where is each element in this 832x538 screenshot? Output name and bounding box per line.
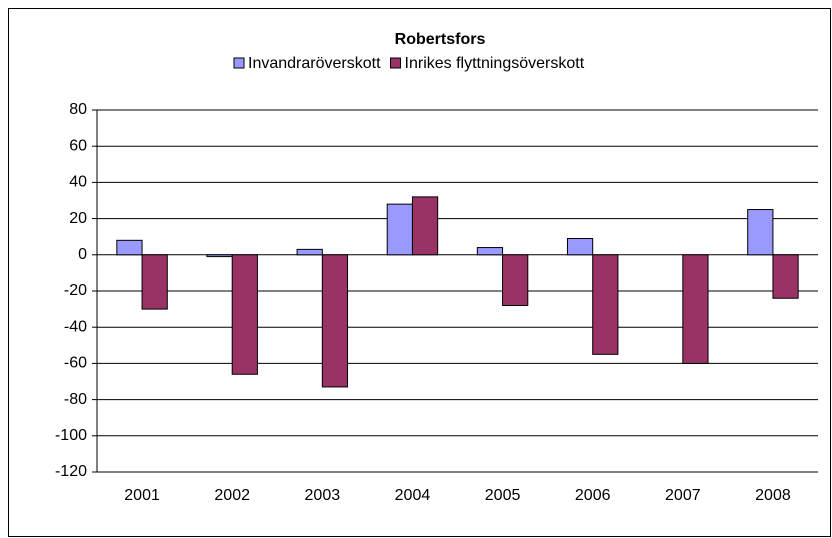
bar [141, 254, 168, 310]
bar [747, 209, 774, 256]
y-tick-label: -120 [55, 463, 87, 480]
bar [566, 238, 594, 256]
y-tick-label: -20 [64, 282, 87, 299]
y-tick-label: 0 [78, 246, 87, 263]
bar [411, 196, 439, 256]
y-tick-label: -100 [55, 427, 87, 444]
x-tick-label: 2004 [395, 487, 431, 504]
legend-swatch [390, 57, 402, 69]
x-tick-label: 2006 [575, 487, 611, 504]
bar [772, 254, 799, 299]
y-tick-label: -80 [64, 391, 87, 408]
legend-swatch [233, 57, 245, 69]
bar [592, 254, 619, 355]
x-tick-label: 2002 [214, 487, 250, 504]
y-tick-label: -40 [64, 318, 87, 335]
bar [476, 247, 504, 256]
y-tick-label: 80 [69, 101, 87, 118]
bar [386, 203, 413, 256]
y-tick-label: 40 [69, 174, 87, 191]
chart-title: Robertsfors [395, 31, 486, 48]
x-tick-label: 2005 [485, 487, 521, 504]
legend-label: Inrikes flyttningsöverskott [405, 55, 585, 72]
bar [296, 248, 323, 256]
legend-label: Invandraröverskott [248, 55, 381, 72]
bar [116, 239, 143, 256]
bar [502, 254, 529, 306]
bar [682, 254, 709, 364]
bar [231, 254, 258, 375]
y-tick-label: 20 [69, 210, 87, 227]
x-tick-label: 2008 [755, 487, 791, 504]
y-tick-label: -60 [64, 355, 87, 372]
x-tick-label: 2007 [665, 487, 701, 504]
x-tick-label: 2001 [124, 487, 160, 504]
x-tick-label: 2003 [305, 487, 341, 504]
y-tick-label: 60 [69, 137, 87, 154]
bar [321, 254, 349, 388]
bar [206, 254, 233, 258]
